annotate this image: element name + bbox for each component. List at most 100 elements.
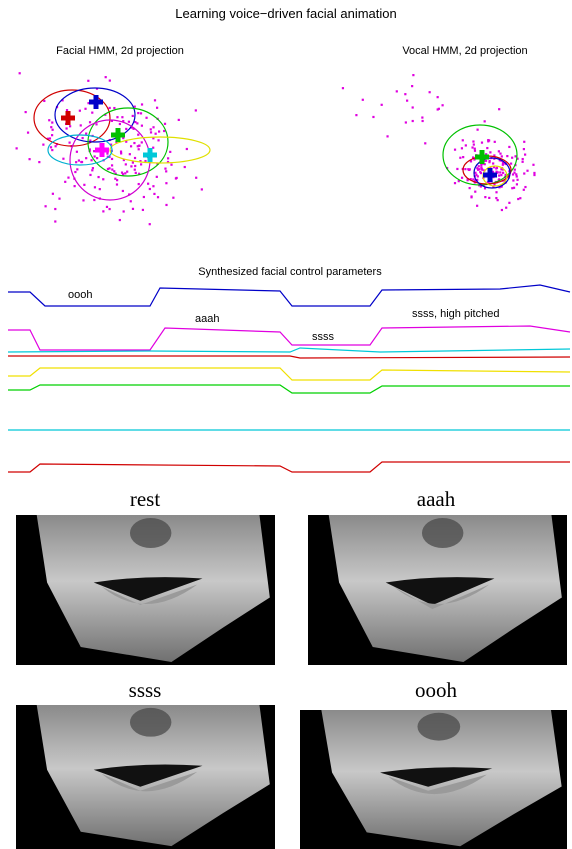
scatter-point — [472, 140, 474, 142]
scatter-point — [138, 183, 140, 185]
scatter-point — [422, 120, 424, 122]
scatter-point — [78, 159, 80, 161]
scatter-point — [94, 186, 96, 188]
scatter-point — [19, 72, 21, 74]
scatter-point — [516, 179, 518, 181]
curve — [8, 368, 570, 380]
scatter-point — [132, 208, 134, 210]
scatter-point — [461, 147, 463, 149]
scatter-point — [459, 157, 461, 159]
nose-shadow — [130, 708, 171, 737]
scatter-point — [130, 145, 132, 147]
scatter-point — [441, 104, 443, 106]
curve — [8, 462, 570, 472]
scatter-point — [532, 164, 534, 166]
scatter-point — [137, 145, 139, 147]
face-images — [16, 515, 567, 849]
scatter-point — [178, 119, 180, 121]
scatter-point — [154, 99, 156, 101]
scatter-point — [472, 178, 474, 180]
scatter-point — [135, 172, 137, 174]
scatter-point — [465, 144, 467, 146]
scatter-point — [120, 150, 122, 152]
scatter-point — [149, 188, 151, 190]
scatter-point — [134, 165, 136, 167]
scatter-point — [109, 79, 111, 81]
scatter-point — [474, 172, 476, 174]
scatter-point — [156, 176, 158, 178]
scatter-point — [476, 129, 478, 131]
scatter-point — [412, 120, 414, 122]
scatter-point — [51, 121, 53, 123]
scatter-point — [513, 172, 515, 174]
scatter-point — [476, 167, 478, 169]
scatter-point — [524, 153, 526, 155]
scatter-point — [386, 135, 388, 137]
face-label: aaah — [417, 487, 456, 511]
scatter-point — [136, 122, 138, 124]
scatter-point — [134, 169, 136, 171]
scatter-point — [42, 144, 44, 146]
scatter-point — [132, 115, 134, 117]
scatter-point — [64, 181, 66, 183]
scatter-point — [522, 158, 524, 160]
scatter-point — [44, 205, 46, 207]
scatter-point — [516, 175, 518, 177]
scatter-point — [142, 209, 144, 211]
scatter-point — [462, 139, 464, 141]
scatter-point — [481, 168, 483, 170]
scatter-point — [496, 167, 498, 169]
scatter-point — [484, 196, 486, 198]
state-marker — [61, 111, 75, 125]
scatter-point — [121, 116, 123, 118]
scatter-point — [478, 168, 480, 170]
scatter-point — [102, 210, 104, 212]
scatter-point — [84, 108, 86, 110]
scatter-point — [454, 149, 456, 151]
state-ellipse — [110, 137, 210, 163]
state-marker — [89, 95, 103, 109]
scatter-point — [454, 182, 456, 184]
scatter-point — [186, 148, 188, 150]
scatter-point — [111, 168, 113, 170]
scatter-point — [51, 149, 53, 151]
annotation: oooh — [68, 289, 92, 301]
scatter-plots — [16, 72, 536, 225]
scatter-point — [169, 151, 171, 153]
scatter-point — [511, 157, 513, 159]
scatter-point — [476, 205, 478, 207]
scatter-point — [116, 183, 118, 185]
scatter-point — [172, 197, 174, 199]
scatter-point — [498, 108, 500, 110]
figure-title: Learning voice−driven facial animation — [175, 6, 397, 21]
scatter-point — [69, 125, 71, 127]
scatter-point — [75, 161, 77, 163]
scatter-point — [111, 164, 113, 166]
scatter-point — [421, 116, 423, 118]
scatter-point — [437, 108, 439, 110]
scatter-point — [513, 187, 515, 189]
scatter-point — [469, 187, 471, 189]
annotation: ssss, high pitched — [412, 308, 499, 320]
scatter-point — [80, 124, 82, 126]
scatter-point — [461, 177, 463, 179]
scatter-point — [50, 146, 52, 148]
scatter-point — [510, 163, 512, 165]
scatter-point — [128, 121, 130, 123]
scatter-point — [123, 210, 125, 212]
state-marker — [143, 148, 157, 162]
scatter-point — [195, 109, 197, 111]
curve — [8, 385, 570, 393]
scatter-point — [79, 110, 81, 112]
scatter-point — [164, 168, 166, 170]
scatter-point — [412, 74, 414, 76]
scatter-point — [90, 159, 92, 161]
scatter-point — [519, 197, 521, 199]
scatter-point — [93, 150, 95, 152]
scatter-point — [412, 106, 414, 108]
scatter-point — [116, 116, 118, 118]
scatter-point — [484, 120, 486, 122]
scatter-point — [132, 161, 134, 163]
scatter-point — [165, 204, 167, 206]
scatter-point — [81, 161, 83, 163]
